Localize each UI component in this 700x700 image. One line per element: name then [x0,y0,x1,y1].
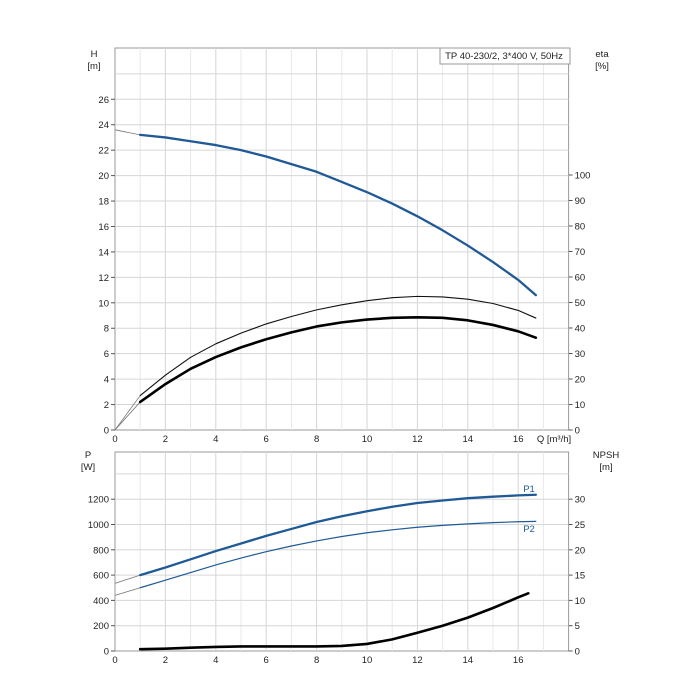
x-tick-label: 0 [112,434,117,445]
right-tick-label: 10 [575,596,586,607]
x-tick-label: 12 [412,434,423,445]
efficiency-extrapolation-line [114,401,141,431]
x-tick-label: 4 [213,655,218,666]
x-tick-label: 2 [163,434,168,445]
efficiency-extrapolation-line [114,395,141,431]
series-line-npsh [138,592,530,651]
left-tick-label: 16 [98,222,109,233]
x-tick-label: 14 [463,655,474,666]
x-axis-label: Q [m³/h] [537,434,571,445]
x-tick-label: 10 [362,655,373,666]
left-tick-label: 1200 [88,495,109,506]
right-tick-label: 70 [575,247,586,258]
left-tick-label: 0 [104,647,109,658]
right-tick-label: 90 [575,196,586,207]
left-tick-label: 24 [98,120,109,131]
top-left-axis-unit: [m] [87,61,100,72]
left-tick-label: 6 [104,349,109,360]
series-line-h [139,133,537,297]
x-tick-label: 14 [463,434,474,445]
right-tick-label: 30 [575,495,586,506]
top-right-axis-title: eta [595,49,609,60]
left-tick-label: 800 [93,545,109,556]
left-tick-label: 14 [98,247,109,258]
left-tick-label: 600 [93,571,109,582]
right-tick-label: 20 [575,375,586,386]
series-line-p1 [139,493,537,577]
top-right-axis-unit: [%] [595,61,609,72]
left-tick-label: 2 [104,400,109,411]
p2-extrapolation-line [114,587,141,596]
top-left-axis-title: H [91,49,98,60]
right-tick-label: 25 [575,520,586,531]
left-tick-label: 12 [98,273,109,284]
right-tick-label: 0 [575,426,580,437]
left-tick-label: 4 [104,375,109,386]
left-tick-label: 400 [93,596,109,607]
series-line-p2 [139,520,537,589]
x-tick-label: 12 [412,655,423,666]
left-tick-label: 0 [104,426,109,437]
left-tick-label: 20 [98,171,109,182]
bottom-right-axis-unit: [m] [599,462,612,473]
x-tick-label: 6 [264,655,269,666]
p1-series-label: P1 [523,484,535,495]
bottom-right-axis-title: NPSH [593,450,620,461]
right-tick-label: 50 [575,298,586,309]
power-npsh-panel: 0 2 4 6 8 10 12 14 16 0 200 400 600 800 1000 1200 0 5 10 15… [88,451,586,666]
right-tick-label: 15 [575,571,586,582]
x-tick-label: 16 [513,655,524,666]
right-tick-label: 0 [575,647,580,658]
left-tick-label: 26 [98,95,109,106]
x-tick-label: 2 [163,655,168,666]
right-tick-label: 60 [575,273,586,284]
series-line-eta_thin [139,295,537,397]
right-tick-label: 10 [575,400,586,411]
right-tick-label: 30 [575,349,586,360]
right-tick-label: 5 [575,621,580,632]
x-tick-label: 8 [314,655,319,666]
bottom-left-axis-unit: [W] [81,462,95,473]
right-tick-label: 100 [575,171,591,182]
title-box [439,47,571,65]
series-line-eta_bold [138,315,538,404]
x-tick-label: 10 [362,434,373,445]
x-tick-label: 0 [112,655,117,666]
left-tick-label: 22 [98,146,109,157]
x-tick-label: 16 [513,434,524,445]
p2-series-label: P2 [523,524,535,535]
left-tick-label: 18 [98,197,109,208]
left-tick-label: 1000 [88,520,109,531]
x-tick-label: 8 [314,434,319,445]
left-tick-label: 200 [93,621,109,632]
left-tick-label: 8 [104,324,109,335]
right-tick-label: 80 [575,222,586,233]
head-efficiency-panel: 0 2 4 6 8 10 12 14 16024681012141618202224260102… [98,47,591,445]
bottom-left-axis-title: P [85,450,91,461]
left-tick-label: 10 [98,298,109,309]
x-tick-label: 6 [264,434,269,445]
title-label: TP 40-230/2, 3*400 V, 50Hz [445,51,563,62]
right-tick-label: 40 [575,324,586,335]
right-tick-label: 20 [575,545,586,556]
p1-extrapolation-line [114,574,141,584]
head-extrapolation-line [114,129,141,136]
x-tick-label: 4 [213,434,218,445]
